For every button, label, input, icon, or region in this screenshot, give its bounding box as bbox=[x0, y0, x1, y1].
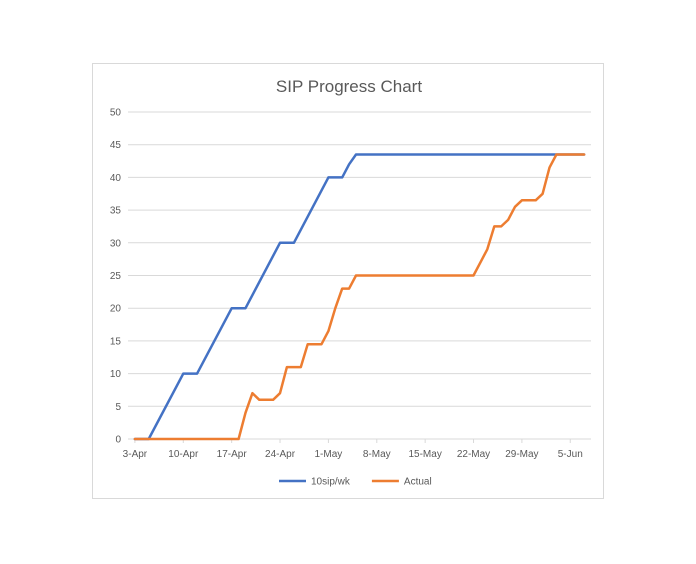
y-tick-label: 45 bbox=[110, 140, 122, 151]
x-tick-label: 22-May bbox=[457, 449, 490, 460]
x-tick-label: 3-Apr bbox=[123, 449, 148, 460]
legend: 10sip/wk Actual bbox=[279, 477, 432, 488]
x-tick-label: 5-Jun bbox=[558, 449, 583, 460]
x-tick-label: 17-Apr bbox=[217, 449, 248, 460]
y-tick-label: 30 bbox=[110, 238, 122, 249]
y-tick-label: 40 bbox=[110, 173, 122, 184]
x-tick-label: 15-May bbox=[408, 449, 441, 460]
y-tick-label: 50 bbox=[110, 108, 122, 119]
chart-svg: SIP Progress Chart 05101520253035404550 … bbox=[110, 77, 591, 488]
series-line-actual bbox=[133, 153, 586, 441]
legend-label: 10sip/wk bbox=[311, 477, 351, 488]
y-axis-ticks: 0 5 10 15 20 25 30 35 40 45 50 bbox=[110, 108, 122, 446]
y-tick-label: 10 bbox=[110, 369, 122, 380]
x-tick-label: 29-May bbox=[505, 449, 538, 460]
x-tick-label: 8-May bbox=[363, 449, 391, 460]
x-tick-label: 24-Apr bbox=[265, 449, 296, 460]
series-lines bbox=[133, 153, 586, 441]
legend-label: Actual bbox=[404, 477, 432, 488]
y-tick-label: 5 bbox=[115, 402, 121, 413]
y-tick-label: 0 bbox=[115, 435, 121, 446]
y-tick-label: 25 bbox=[110, 271, 122, 282]
x-tick-label: 10-Apr bbox=[168, 449, 199, 460]
series-line-10sip-wk bbox=[133, 153, 586, 441]
x-tick-label: 1-May bbox=[315, 449, 343, 460]
x-axis-ticks: 3-Apr 10-Apr 17-Apr 24-Apr 1-May 8-May 15-May 2… bbox=[123, 439, 583, 460]
y-tick-label: 15 bbox=[110, 336, 122, 347]
y-tick-label: 35 bbox=[110, 206, 122, 217]
chart-area: SIP Progress Chart 0 5 10 15 20 25 30 35 40 45 50 … bbox=[92, 63, 604, 499]
chart-title: SIP Progress Chart bbox=[276, 77, 422, 96]
y-tick-label: 20 bbox=[110, 304, 122, 315]
